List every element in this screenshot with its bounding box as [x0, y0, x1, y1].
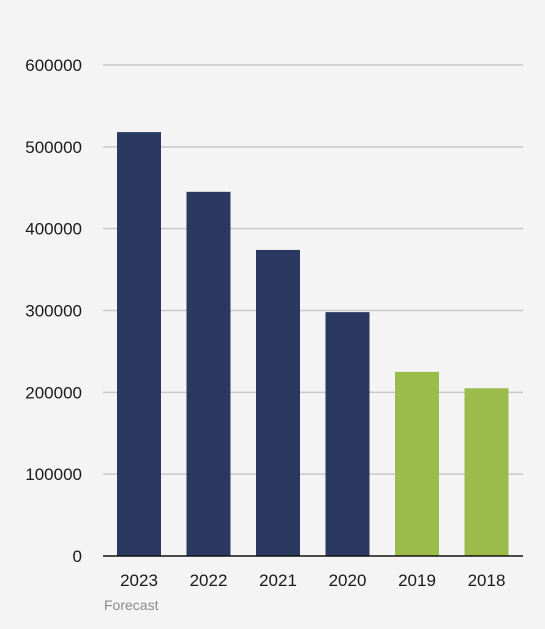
y-tick-label: 100000 — [25, 465, 82, 484]
bar-2022 — [186, 191, 231, 556]
x-tick-label: 2019 — [398, 571, 436, 590]
x-tick-label: 2018 — [468, 571, 506, 590]
y-tick-label: 300000 — [25, 302, 82, 321]
x-tick-label: 2020 — [329, 571, 367, 590]
bar-2019 — [395, 371, 439, 556]
x-tick-label: 2021 — [259, 571, 297, 590]
y-axis-tick-labels: 0 100000 200000 300000 400000 500000 600000 — [25, 56, 82, 566]
bars — [117, 132, 509, 556]
x-tick-label: 2023 — [120, 571, 158, 590]
y-tick-label: 0 — [73, 547, 82, 566]
bar-2021 — [256, 249, 300, 556]
bar-2023 — [117, 132, 161, 556]
x-tick-label: 2022 — [190, 571, 228, 590]
bar-2020 — [325, 312, 370, 556]
y-tick-label: 200000 — [25, 383, 82, 402]
gridlines — [103, 64, 523, 475]
bar-2018 — [464, 388, 509, 556]
y-tick-label: 400000 — [25, 220, 82, 239]
forecast-annotation: Forecast — [104, 597, 159, 613]
y-tick-label: 500000 — [25, 138, 82, 157]
x-axis-tick-labels: 2023 2022 2021 2020 2019 2018 — [120, 571, 505, 590]
y-tick-label: 600000 — [25, 56, 82, 75]
